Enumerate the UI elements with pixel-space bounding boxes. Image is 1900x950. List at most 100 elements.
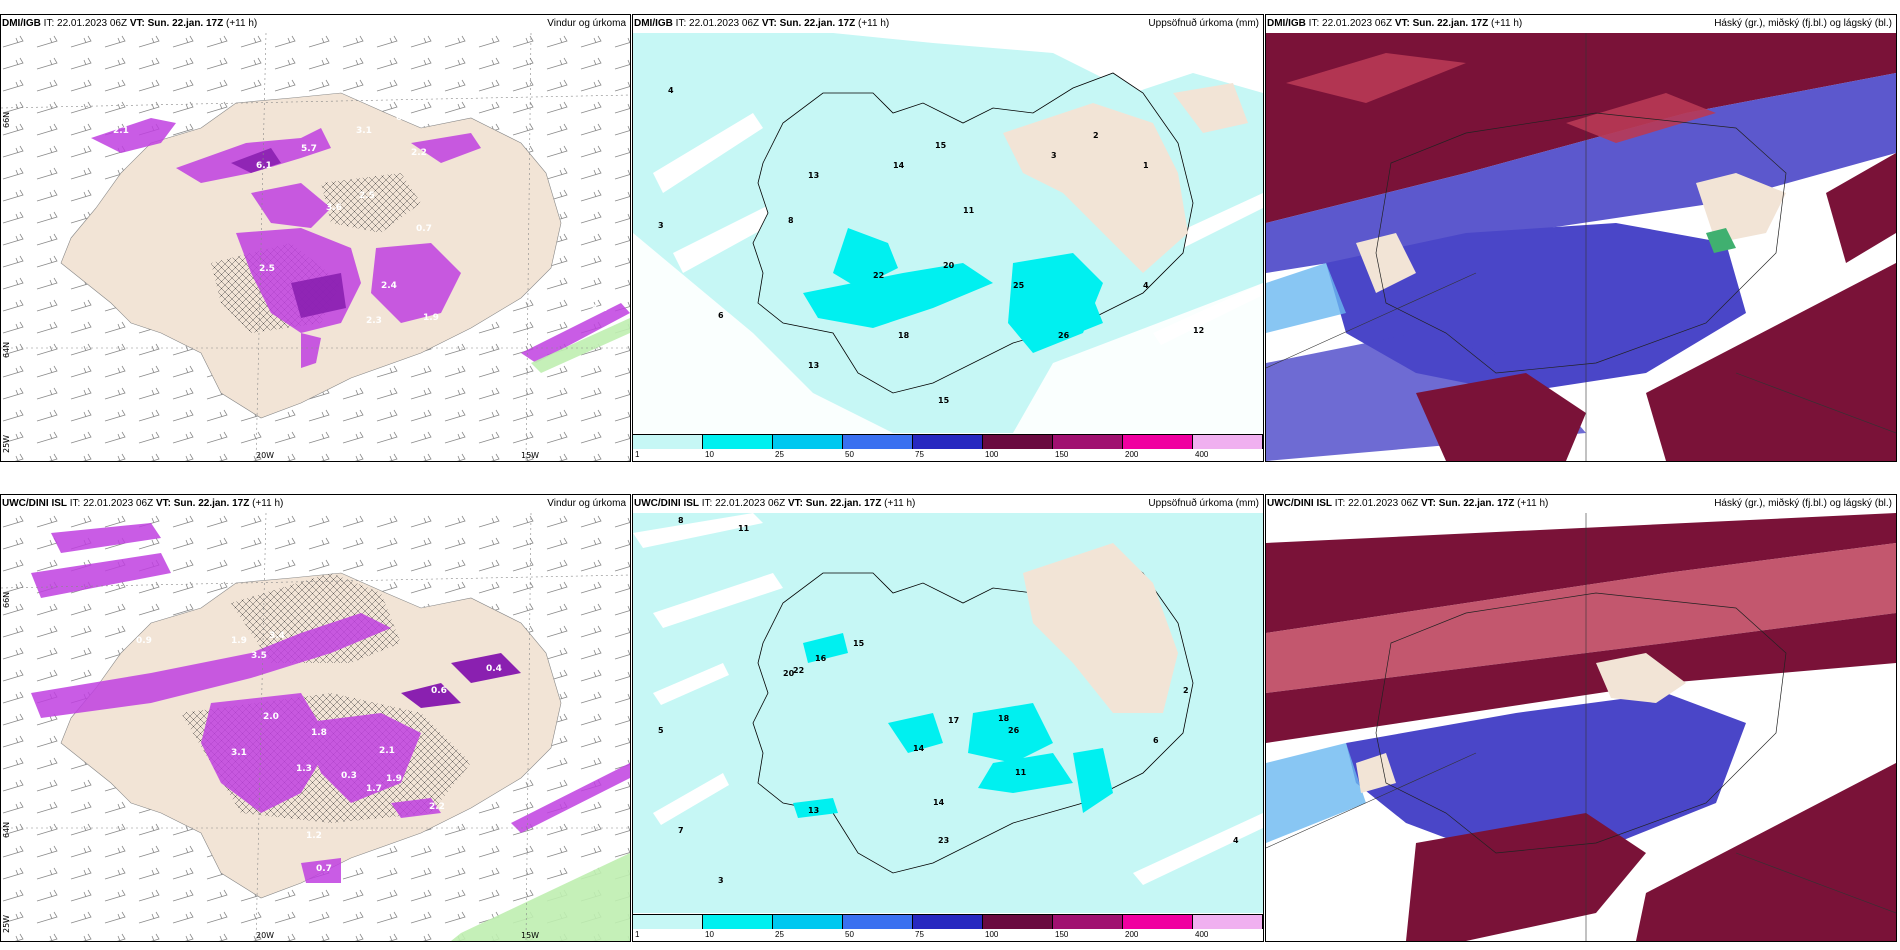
panel-title: Uppsöfnuð úrkoma (mm) [1148, 18, 1259, 29]
precip-value: 12 [1193, 326, 1204, 335]
panel-title: Háský (gr.), miðský (fj.bl.) og lágský (… [1714, 498, 1892, 509]
precip-value: 8 [788, 216, 794, 225]
precip-value: 20 [943, 261, 955, 270]
colorbar-segment: 400 [1193, 435, 1263, 459]
colorbar-segment: 75 [913, 915, 983, 939]
precip-value: 26 [1008, 726, 1020, 735]
precip-value-label: 2.4 [381, 281, 397, 291]
precip-value: 25 [1013, 281, 1025, 290]
colorbar-segment: 400 [1193, 915, 1263, 939]
colorbar-label: 75 [915, 450, 924, 459]
vt-value: Sun. 22.jan. 17Z [805, 498, 882, 509]
precip-value-label: 1.8 [311, 728, 327, 738]
colorbar-segment: 25 [773, 915, 843, 939]
colorbar-segment: 100 [983, 915, 1053, 939]
cloud-cover-map [1266, 513, 1896, 941]
wind-precip-map: 3.4 3.5 1.9 2.0 1.8 3.1 1.3 0.3 2.1 1.7 … [1, 513, 630, 941]
panel-title: Vindur og úrkoma [547, 18, 626, 29]
colorbar-segment: 50 [843, 915, 913, 939]
it-label: IT: [1334, 498, 1346, 509]
model-name: UWC/DINI ISL [2, 498, 67, 509]
panel-header: UWC/DINI ISL IT: 22.01.2023 06Z VT: Sun.… [633, 495, 1263, 513]
precip-area [91, 118, 630, 368]
it-value: 22.01.2023 06Z [57, 18, 128, 29]
axis-label: 66N [2, 112, 11, 128]
vt-label: VT: [1420, 498, 1436, 509]
model-name: DMI/IGB [634, 18, 673, 29]
panel-title: Uppsöfnuð úrkoma (mm) [1148, 498, 1259, 509]
precip-value-label: 0.4 [486, 664, 502, 674]
panel-clouds-uwc: UWC/DINI ISL IT: 22.01.2023 06Z VT: Sun.… [1265, 494, 1897, 942]
panel-wind-precip-dmi: DMI/IGB IT: 22.01.2023 06Z VT: Sun. 22.j… [0, 14, 631, 462]
colorbar-segment: 150 [1053, 435, 1123, 459]
precip-value: 11 [963, 206, 975, 215]
precip-value: 16 [815, 654, 827, 663]
precip-value: 13 [808, 171, 819, 180]
precip-value-label: 1.2 [306, 831, 322, 841]
precip-value-label: 0.9 [136, 636, 152, 646]
precip-value: 14 [933, 798, 945, 807]
vt-label: VT: [1394, 18, 1410, 29]
vt-value: Sun. 22.jan. 17Z [173, 498, 250, 509]
precip-value: 18 [998, 714, 1010, 723]
colorbar-label: 400 [1195, 930, 1209, 939]
panel-accum-precip-dmi: DMI/IGB IT: 22.01.2023 06Z VT: Sun. 22.j… [632, 14, 1264, 462]
colorbar-label: 100 [985, 930, 999, 939]
precip-value: 11 [738, 524, 750, 533]
precip-value: 4 [668, 86, 674, 95]
precip-value-label: 1.3 [296, 764, 312, 774]
panel-header: UWC/DINI ISL IT: 22.01.2023 06Z VT: Sun.… [1, 495, 630, 513]
precip-value-label: 3.5 [251, 651, 267, 661]
it-value: 22.01.2023 06Z [715, 498, 786, 509]
precip-value-label: 0.3 [341, 771, 357, 781]
vt-label: VT: [155, 498, 171, 509]
precip-value: 14 [893, 161, 905, 170]
vt-value: Sun. 22.jan. 17Z [779, 18, 856, 29]
panel-wind-precip-uwc: UWC/DINI ISL IT: 22.01.2023 06Z VT: Sun.… [0, 494, 631, 942]
axis-label: 15W [521, 451, 539, 460]
colorbar-segment: 10 [703, 435, 773, 459]
colorbar-segment: 200 [1123, 435, 1193, 459]
lead-time: (+11 h) [884, 498, 916, 509]
precip-value: 20 [783, 669, 795, 678]
precip-value: 15 [935, 141, 947, 150]
colorbar-label: 75 [915, 930, 924, 939]
axis-label: 64N [2, 342, 11, 358]
colorbar-segment: 75 [913, 435, 983, 459]
axis-label: 20W [256, 931, 274, 940]
colorbar-label: 150 [1055, 450, 1069, 459]
colorbar-label: 400 [1195, 450, 1209, 459]
model-name: UWC/DINI ISL [1267, 498, 1332, 509]
precip-value: 17 [948, 716, 959, 725]
colorbar-segment: 25 [773, 435, 843, 459]
colorbar-label: 200 [1125, 450, 1139, 459]
it-label: IT: [675, 18, 687, 29]
precip-value: 5 [658, 726, 664, 735]
precip-value-label: 2.0 [263, 712, 279, 722]
vt-value: Sun. 22.jan. 17Z [1412, 18, 1489, 29]
precip-value: 26 [1058, 331, 1070, 340]
precip-value-label: 1.9 [386, 774, 402, 784]
axis-label: 15W [521, 931, 539, 940]
precip-value-label: 0.7 [416, 224, 432, 234]
colorbar-label: 1 [635, 450, 640, 459]
colorbar-segment: 50 [843, 435, 913, 459]
colorbar-segment: 100 [983, 435, 1053, 459]
axis-label: 64N [2, 822, 11, 838]
precip-value: 4 [1143, 281, 1149, 290]
it-label: IT: [43, 18, 55, 29]
colorbar-segment: 150 [1053, 915, 1123, 939]
colorbar-segment: 1 [633, 435, 703, 459]
vt-value: Sun. 22.jan. 17Z [147, 18, 224, 29]
vt-label: VT: [761, 18, 777, 29]
panel-header: UWC/DINI ISL IT: 22.01.2023 06Z VT: Sun.… [1266, 495, 1896, 513]
precip-value-label: 5.7 [301, 144, 317, 154]
precip-value: 6 [1153, 736, 1159, 745]
precip-value-label: 3.6 [326, 203, 342, 213]
precip-value-label: 3.1 [231, 748, 247, 758]
precip-value-label: 6.1 [256, 161, 272, 171]
model-name: DMI/IGB [2, 18, 41, 29]
wind-precip-map: 2.1 3.1 2.2 6.1 5.7 3.6 2.5 2.4 2.3 1.9 … [1, 33, 630, 461]
precip-value: 18 [898, 331, 910, 340]
axis-label: 20W [256, 451, 274, 460]
